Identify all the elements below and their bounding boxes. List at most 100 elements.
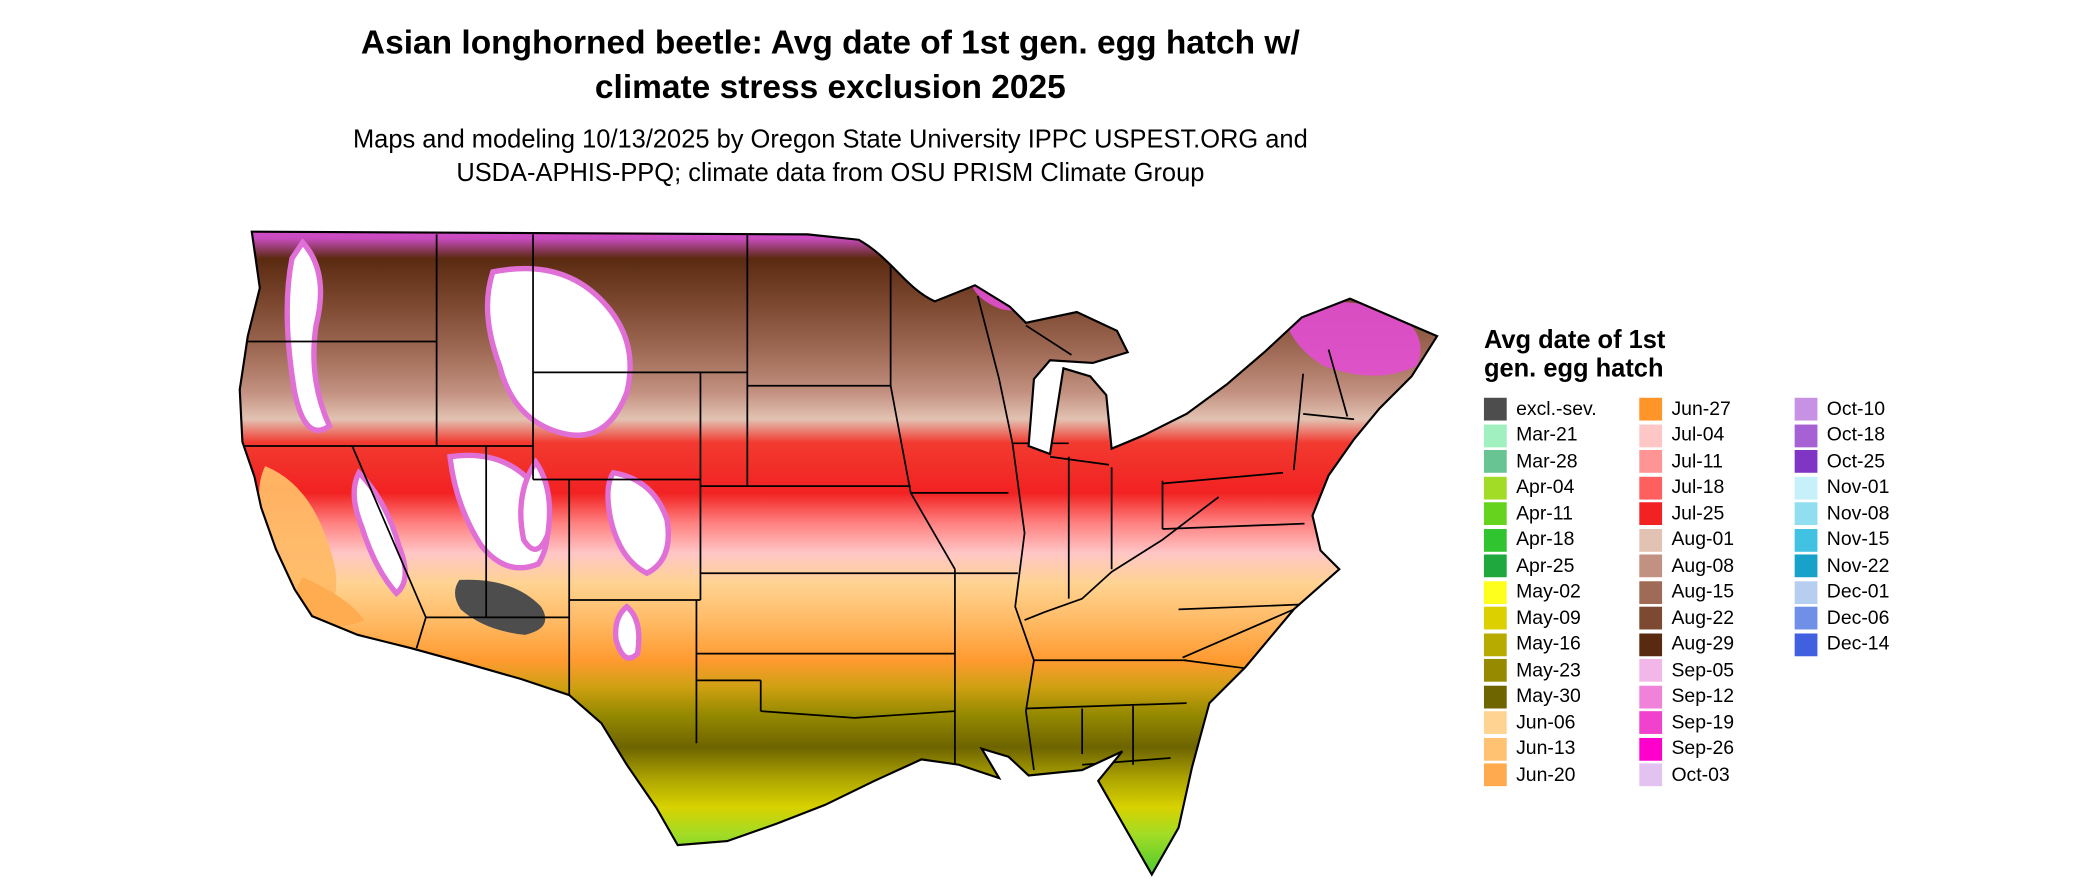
legend-label: May-23 [1516, 659, 1581, 682]
legend-label: Oct-18 [1826, 424, 1886, 447]
map-legend: Avg date of 1st gen. egg hatch excl.-sev… [1483, 327, 2073, 787]
legend-entry: Oct-10 [1794, 398, 1940, 421]
legend-label: May-02 [1516, 581, 1581, 604]
legend-swatch [1794, 607, 1818, 630]
legend-entry: Mar-28 [1483, 450, 1629, 474]
legend-swatch [1639, 633, 1663, 656]
us-map-svg [238, 230, 1439, 877]
legend-label: Nov-22 [1826, 555, 1890, 577]
legend-label: Jun-06 [1516, 712, 1576, 734]
legend-label: Sep-26 [1671, 738, 1735, 760]
legend-label: May-30 [1516, 686, 1581, 708]
legend-swatch [1794, 528, 1818, 552]
legend-label: Apr-04 [1516, 477, 1575, 499]
map-excluded-sierra [351, 468, 408, 598]
legend-swatch [1639, 554, 1663, 578]
legend-entry: Dec-06 [1794, 607, 1940, 630]
legend-title-line-2: gen. egg hatch [1483, 354, 1664, 384]
legend-entry: Sep-05 [1639, 659, 1784, 683]
legend-label: Apr-11 [1516, 503, 1573, 525]
legend-entry: May-23 [1483, 659, 1629, 683]
legend-swatch [1483, 554, 1507, 578]
legend-column: Oct-10 Oct-18 Oct-25 Nov-01 Nov-08 Nov-15 Nov-… [1794, 398, 1940, 787]
legend-swatch [1483, 711, 1507, 735]
legend-label: Aug-29 [1671, 633, 1735, 656]
legend-entry: Aug-29 [1639, 633, 1784, 656]
legend-entry: Nov-15 [1794, 528, 1940, 552]
map-excluded-northern-rockies [484, 265, 633, 438]
legend-label: Oct-25 [1826, 451, 1886, 473]
legend-entry: Sep-19 [1639, 711, 1784, 735]
map-excluded-cascades [284, 238, 333, 433]
legend-entry: Oct-03 [1639, 763, 1784, 787]
legend-label: Jul-18 [1671, 477, 1725, 499]
legend-label: Mar-28 [1516, 451, 1578, 473]
map-excluded-new-mexico-mtns [612, 603, 642, 661]
legend-swatch [1483, 424, 1507, 447]
legend-swatch [1639, 502, 1663, 526]
legend-swatch [1639, 659, 1663, 683]
legend-swatch [1794, 476, 1818, 500]
legend-swatch [1639, 711, 1663, 735]
legend-swatch [1483, 763, 1507, 787]
map-raster-gradient [239, 231, 1438, 875]
map-region-socal-orange [296, 577, 365, 626]
legend-entry: Oct-18 [1794, 424, 1940, 447]
legend-swatch [1483, 737, 1507, 761]
legend-label: Jun-27 [1671, 398, 1731, 421]
legend-label: Sep-12 [1671, 686, 1735, 708]
legend-entry: Apr-11 [1483, 502, 1629, 526]
legend-swatch [1794, 580, 1818, 604]
legend-label: Oct-03 [1671, 764, 1730, 786]
legend-swatch [1483, 476, 1507, 500]
legend-label: Nov-08 [1826, 503, 1890, 525]
legend-swatch [1483, 633, 1507, 656]
legend-entry: excl.-sev. [1483, 398, 1629, 421]
subtitle-line-2: USDA-APHIS-PPQ; climate data from OSU PR… [456, 159, 1205, 188]
legend-swatch [1639, 580, 1663, 604]
legend-label: Jun-13 [1516, 738, 1576, 760]
legend-label: Dec-14 [1826, 633, 1890, 656]
legend-label: Jul-11 [1671, 451, 1723, 473]
legend-swatch [1639, 476, 1663, 500]
legend-label: Dec-01 [1826, 581, 1890, 604]
legend-entry: Jun-06 [1483, 711, 1629, 735]
legend-entry: Nov-22 [1794, 554, 1940, 578]
map-excluded-severe-arizona [455, 579, 546, 635]
map-region-california-orange [259, 466, 337, 617]
legend-swatch [1639, 607, 1663, 630]
legend-entry: Aug-15 [1639, 580, 1784, 604]
legend-label: Nov-15 [1826, 529, 1890, 551]
legend-swatch [1483, 398, 1507, 421]
legend-entry: Dec-01 [1794, 580, 1940, 604]
legend-swatch [1483, 450, 1507, 474]
legend-label: Dec-06 [1826, 607, 1890, 630]
legend-swatch [1639, 685, 1663, 709]
legend-column: excl.-sev. Mar-21 Mar-28 Apr-04 Apr-11 Apr-18… [1483, 398, 1629, 787]
legend-entry: Jul-25 [1639, 502, 1784, 526]
legend-swatch [1639, 398, 1663, 421]
title-line-1: Asian longhorned beetle: Avg date of 1st… [360, 24, 1300, 62]
legend-swatch [1639, 528, 1663, 552]
legend-label: Sep-05 [1671, 659, 1735, 682]
legend-entry: Apr-25 [1483, 554, 1629, 578]
legend-label: Aug-15 [1671, 581, 1735, 604]
map-excluded-wasatch [518, 457, 553, 552]
legend-label: Nov-01 [1826, 477, 1890, 499]
subtitle-line-1: Maps and modeling 10/13/2025 by Oregon S… [352, 125, 1308, 155]
legend-label: Jul-25 [1671, 503, 1725, 525]
legend-entry: Aug-08 [1639, 554, 1784, 578]
legend-entry: May-30 [1483, 685, 1629, 709]
legend-swatch [1794, 424, 1818, 447]
legend-entry: Dec-14 [1794, 633, 1940, 656]
map-excluded-colorado-rockies [605, 469, 671, 577]
legend-entry: Apr-18 [1483, 528, 1629, 552]
legend-label: excl.-sev. [1516, 398, 1597, 421]
legend-swatch [1483, 659, 1507, 683]
legend-label: Aug-01 [1671, 529, 1735, 551]
legend-entry: Nov-01 [1794, 476, 1940, 500]
state-borders [239, 234, 1355, 771]
legend-entry: May-02 [1483, 580, 1629, 604]
legend-swatch [1794, 554, 1818, 578]
